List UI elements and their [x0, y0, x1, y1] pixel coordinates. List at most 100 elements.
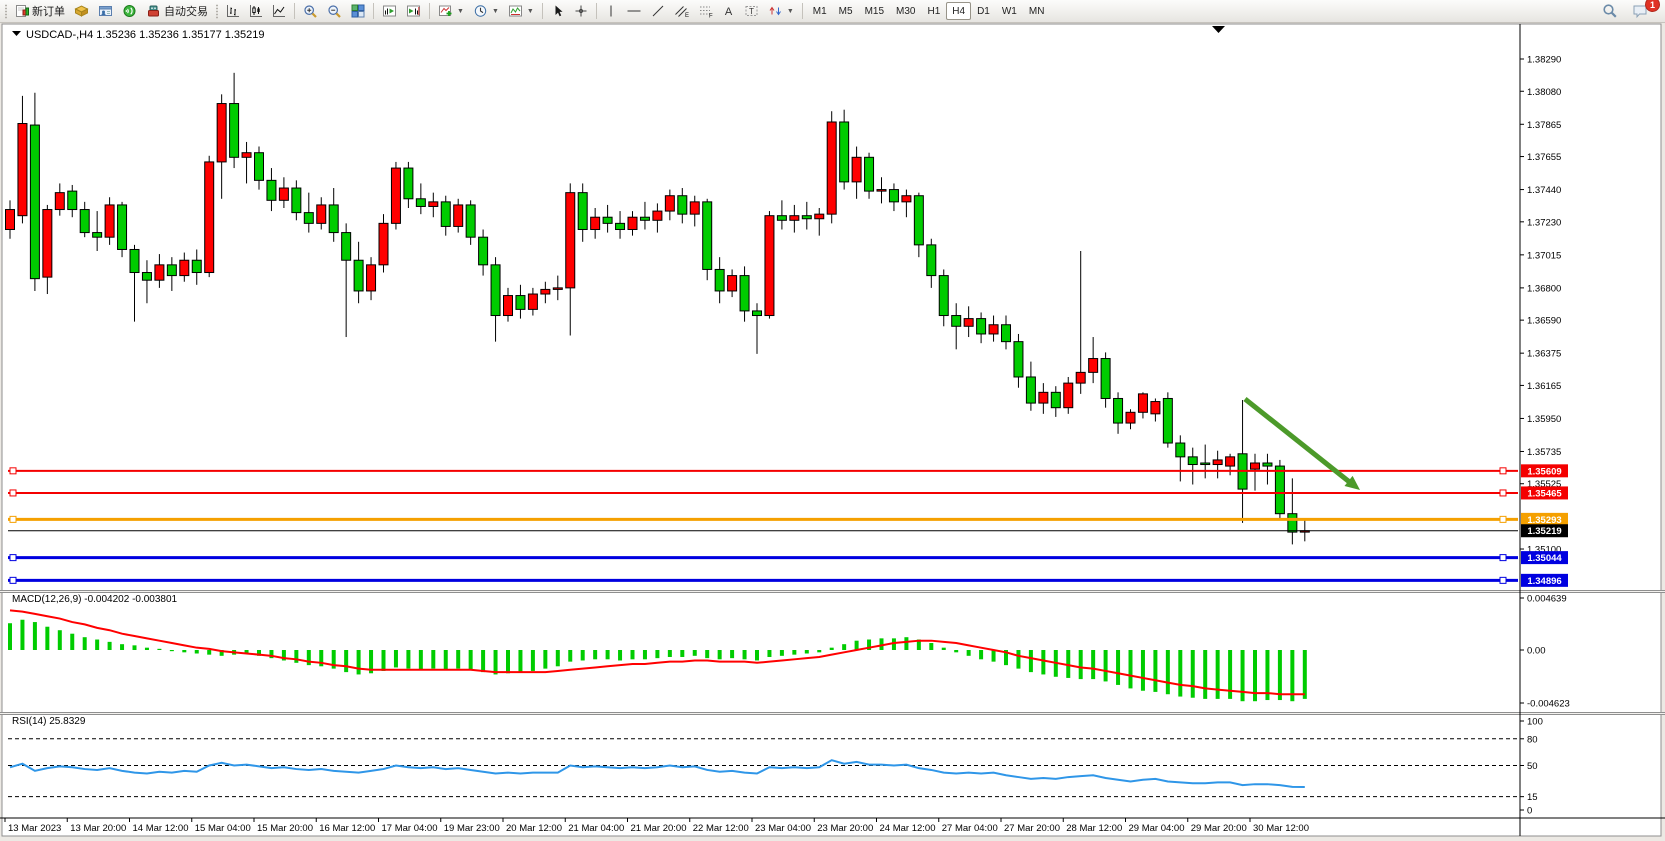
new-order-icon	[16, 5, 29, 17]
toolbar-separator	[373, 3, 374, 19]
macd-bar	[966, 650, 971, 656]
macd-bar	[1028, 650, 1033, 673]
macd-bar	[717, 650, 722, 660]
candles	[5, 72, 1310, 545]
chart-shift-button[interactable]	[402, 1, 425, 21]
time-tick: 13 Mar 2023	[8, 823, 61, 834]
hline-handle[interactable]	[9, 554, 17, 562]
text-tool-button[interactable]: A	[718, 1, 739, 21]
hline-handle[interactable]	[9, 489, 17, 497]
macd-bar	[555, 650, 560, 667]
search-button[interactable]	[1598, 1, 1622, 21]
macd-tick: 0.004639	[1527, 594, 1567, 605]
rsi-tick: 15	[1527, 792, 1538, 803]
text-label-tool-button[interactable]: T	[740, 1, 763, 21]
macd-bar	[1004, 650, 1008, 666]
add-indicator-button[interactable]: ▼	[434, 1, 468, 21]
auto-trading-icon	[148, 5, 159, 17]
tf-m1-button[interactable]: M1	[807, 2, 833, 20]
hline-1.34896[interactable]	[8, 576, 1518, 584]
tf-m5-button[interactable]: M5	[833, 2, 859, 20]
tf-h1-button[interactable]: H1	[921, 2, 946, 20]
macd-bar	[854, 640, 859, 650]
new-order-button[interactable]: 新订单	[11, 1, 69, 21]
macd-bar	[605, 650, 610, 660]
macd-bar	[879, 638, 884, 650]
cursor-button[interactable]	[547, 1, 569, 21]
macd-bar	[1128, 650, 1133, 689]
macd-bar	[593, 650, 598, 660]
tile-windows-button[interactable]	[347, 1, 369, 21]
hline-1.35609[interactable]	[8, 467, 1518, 475]
hline-handle[interactable]	[1499, 576, 1507, 584]
hline-handle[interactable]	[1499, 554, 1507, 562]
macd-bar	[1253, 650, 1257, 702]
hline-1.35465[interactable]	[8, 489, 1518, 497]
hline-handle[interactable]	[9, 467, 17, 475]
tf-m30-button[interactable]: M30	[890, 2, 921, 20]
time-axis[interactable]: 13 Mar 2023 13 Mar 20:00 14 Mar 12:00 15 Ma…	[0, 817, 1665, 834]
dropdown-caret-icon: ▼	[526, 7, 534, 15]
rsi-pane[interactable]: RSI(14) 25.8329	[8, 716, 1518, 798]
market-watch-button[interactable]	[70, 1, 93, 21]
time-tick: 14 Mar 12:00	[133, 823, 189, 834]
candlestick-chart-button[interactable]	[245, 1, 267, 21]
chart-shift-marker[interactable]	[1212, 26, 1225, 33]
horizontal-line-tool-button[interactable]	[622, 1, 646, 21]
svg-text:1.35044: 1.35044	[1527, 553, 1562, 564]
clock-icon	[474, 5, 487, 17]
hline-1.35044[interactable]	[8, 554, 1518, 562]
equidistant-channel-button[interactable]: E	[670, 1, 693, 21]
tf-h4-button[interactable]: H4	[946, 2, 972, 20]
pane-separator[interactable]	[0, 590, 1665, 591]
hline-handle[interactable]	[1499, 515, 1507, 523]
hline-handle[interactable]	[9, 515, 17, 523]
templates-button[interactable]: ▼	[504, 1, 538, 21]
price-axis[interactable]: 1.38290 1.38080 1.37865 1.37655 1.37440 1.372…	[1519, 24, 1570, 836]
hline-handle[interactable]	[1499, 489, 1507, 497]
vertical-line-tool-button[interactable]	[601, 1, 621, 21]
macd-bar	[642, 650, 647, 660]
bar-chart-button[interactable]	[222, 1, 244, 21]
crosshair-icon	[575, 5, 587, 17]
arrows-tool-button[interactable]: ▼	[764, 1, 798, 21]
tf-mn-button[interactable]: MN	[1023, 2, 1051, 20]
fibonacci-button[interactable]: F	[694, 1, 717, 21]
trendline-tool-button[interactable]	[647, 1, 669, 21]
macd-bar	[319, 650, 324, 667]
time-tick: 28 Mar 12:00	[1066, 823, 1122, 834]
tf-d1-button[interactable]: D1	[971, 2, 996, 20]
auto-scroll-button[interactable]	[378, 1, 401, 21]
macd-bar	[257, 650, 261, 656]
timeframe-group: M1 M5 M15 M30 H1 H4 D1 W1 MN	[807, 2, 1051, 20]
tf-w1-button[interactable]: W1	[996, 2, 1023, 20]
svg-text:1.35465: 1.35465	[1527, 488, 1562, 499]
time-tick: 21 Mar 20:00	[631, 823, 687, 834]
navigator-button[interactable]	[118, 1, 141, 21]
tf-m15-button[interactable]: M15	[859, 2, 890, 20]
trend-arrow[interactable]	[1243, 397, 1360, 490]
hline-handle[interactable]	[1499, 467, 1507, 475]
macd-bar	[1016, 650, 1021, 669]
zoom-out-button[interactable]	[323, 1, 346, 21]
auto-trading-button[interactable]: 自动交易	[142, 1, 212, 21]
time-tick: 23 Mar 20:00	[817, 823, 873, 834]
macd-bar	[306, 650, 311, 666]
zoom-in-button[interactable]	[299, 1, 322, 21]
hline-1.35293[interactable]	[8, 515, 1518, 523]
crosshair-button[interactable]	[570, 1, 592, 21]
periods-button[interactable]: ▼	[469, 1, 503, 21]
pane-separator[interactable]	[0, 712, 1665, 713]
data-window-button[interactable]	[94, 1, 117, 21]
macd-bar	[1178, 650, 1183, 697]
line-chart-button[interactable]	[268, 1, 290, 21]
notification-badge[interactable]: 1	[1645, 0, 1660, 12]
price-tag-1.35609: 1.35609	[1521, 464, 1568, 478]
macd-bar	[842, 644, 847, 650]
hline-handle[interactable]	[9, 576, 17, 584]
symbol-dropdown-icon[interactable]	[12, 31, 21, 36]
macd-pane[interactable]: MACD(12,26,9) -0.004202 -0.003801	[8, 594, 1307, 702]
price-tick: 1.36165	[1527, 381, 1561, 392]
